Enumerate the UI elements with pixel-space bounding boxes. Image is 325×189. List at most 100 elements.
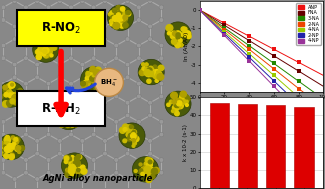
Circle shape <box>149 68 154 74</box>
Circle shape <box>113 23 118 28</box>
Circle shape <box>145 157 150 163</box>
Circle shape <box>6 101 12 106</box>
Circle shape <box>92 78 95 81</box>
Circle shape <box>159 170 164 175</box>
Circle shape <box>59 107 64 112</box>
Circle shape <box>91 158 96 162</box>
Circle shape <box>118 10 125 16</box>
Circle shape <box>12 75 17 80</box>
Circle shape <box>91 43 96 48</box>
Circle shape <box>72 166 75 169</box>
Circle shape <box>44 51 46 53</box>
Circle shape <box>13 139 19 145</box>
Circle shape <box>123 15 128 20</box>
Circle shape <box>116 13 121 17</box>
Circle shape <box>149 171 152 174</box>
Circle shape <box>8 82 15 88</box>
Circle shape <box>64 155 70 161</box>
Circle shape <box>69 81 73 86</box>
Legend: ANP, FNA, 3-NA, 2-NA, 4-NA, 2-NP, 4-NP: ANP, FNA, 3-NA, 2-NA, 4-NA, 2-NP, 4-NP <box>296 3 321 45</box>
Circle shape <box>174 103 179 108</box>
Circle shape <box>11 83 14 86</box>
Circle shape <box>159 94 164 99</box>
Circle shape <box>49 43 56 50</box>
Circle shape <box>58 24 62 29</box>
Circle shape <box>75 114 82 121</box>
Circle shape <box>116 21 120 24</box>
Bar <box>210 103 229 188</box>
Circle shape <box>61 153 87 178</box>
Circle shape <box>125 0 130 3</box>
Circle shape <box>91 5 96 10</box>
Text: R-NH$_2$: R-NH$_2$ <box>41 102 81 117</box>
Circle shape <box>176 35 180 38</box>
Circle shape <box>148 37 152 41</box>
Point <box>247 39 252 42</box>
Circle shape <box>111 15 116 21</box>
Circle shape <box>159 158 164 162</box>
Circle shape <box>144 162 149 167</box>
Circle shape <box>69 170 73 175</box>
Circle shape <box>103 177 107 181</box>
Circle shape <box>14 137 18 141</box>
Y-axis label: k x 10-2 (s-1): k x 10-2 (s-1) <box>183 124 188 161</box>
Circle shape <box>10 94 15 99</box>
Circle shape <box>185 95 189 99</box>
Circle shape <box>80 37 85 41</box>
Circle shape <box>24 81 28 86</box>
Circle shape <box>70 117 75 123</box>
Circle shape <box>103 24 107 29</box>
Circle shape <box>148 160 152 164</box>
Circle shape <box>71 163 75 166</box>
Circle shape <box>125 113 130 118</box>
Point <box>296 110 301 113</box>
Circle shape <box>181 27 186 31</box>
Circle shape <box>127 125 132 130</box>
Circle shape <box>0 82 24 107</box>
Circle shape <box>6 93 10 97</box>
Circle shape <box>10 96 15 101</box>
Circle shape <box>91 94 96 99</box>
Circle shape <box>43 47 49 53</box>
Circle shape <box>123 22 128 28</box>
Circle shape <box>131 130 136 135</box>
Circle shape <box>132 139 135 142</box>
Circle shape <box>10 83 15 88</box>
Circle shape <box>46 18 51 22</box>
Circle shape <box>134 134 137 137</box>
Circle shape <box>178 39 182 42</box>
Circle shape <box>150 167 153 171</box>
Circle shape <box>176 35 180 39</box>
Point <box>222 34 227 37</box>
Circle shape <box>146 72 150 77</box>
Point <box>222 30 227 33</box>
Circle shape <box>125 24 130 29</box>
Circle shape <box>171 31 176 36</box>
Point <box>296 80 301 83</box>
Circle shape <box>138 59 164 85</box>
Circle shape <box>126 12 131 16</box>
Point <box>296 61 301 64</box>
Circle shape <box>69 43 73 48</box>
Circle shape <box>0 94 3 99</box>
Circle shape <box>10 153 14 157</box>
Circle shape <box>9 83 14 88</box>
Point <box>197 9 202 12</box>
Circle shape <box>59 122 64 126</box>
Circle shape <box>46 132 51 137</box>
Circle shape <box>46 81 51 86</box>
Circle shape <box>139 70 145 76</box>
Circle shape <box>167 32 171 35</box>
Circle shape <box>66 108 73 115</box>
Circle shape <box>80 139 85 143</box>
Circle shape <box>76 154 81 159</box>
Circle shape <box>148 151 152 156</box>
Circle shape <box>123 18 127 22</box>
Circle shape <box>58 177 62 181</box>
Circle shape <box>176 33 180 37</box>
Circle shape <box>5 143 10 148</box>
Circle shape <box>13 142 16 146</box>
Circle shape <box>9 154 14 160</box>
Text: R-NO$_2$: R-NO$_2$ <box>41 21 81 36</box>
Circle shape <box>42 52 46 56</box>
